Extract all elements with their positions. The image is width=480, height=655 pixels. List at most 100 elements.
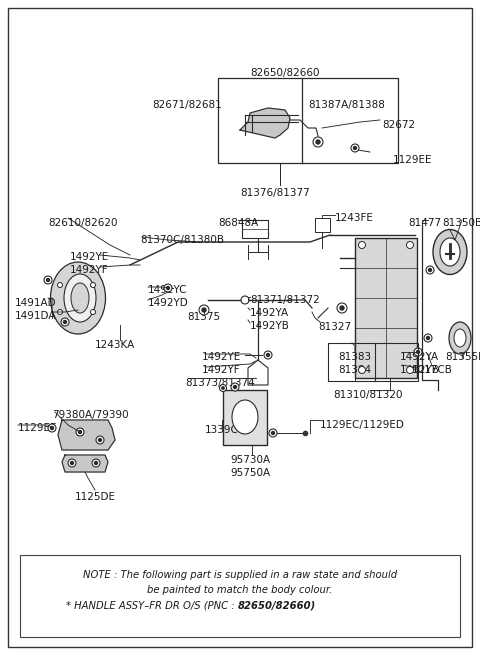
Circle shape [340, 306, 344, 310]
Circle shape [199, 305, 209, 315]
Text: 1339CC: 1339CC [204, 425, 246, 435]
Ellipse shape [454, 329, 466, 347]
Text: 1492YC: 1492YC [148, 285, 188, 295]
Bar [20, 555, 460, 637]
Circle shape [264, 351, 272, 359]
Circle shape [219, 384, 227, 392]
Circle shape [91, 282, 96, 288]
Circle shape [266, 354, 269, 356]
Circle shape [71, 462, 73, 464]
Circle shape [47, 278, 49, 282]
Circle shape [92, 459, 100, 467]
Text: 1492YA: 1492YA [400, 352, 439, 362]
Text: 1125DE: 1125DE [74, 492, 116, 502]
Circle shape [426, 266, 434, 274]
Circle shape [407, 242, 413, 248]
Polygon shape [62, 455, 108, 472]
Text: 82650/82660: 82650/82660 [250, 68, 320, 78]
Polygon shape [58, 420, 115, 450]
Text: 1492YF: 1492YF [70, 265, 108, 275]
Circle shape [48, 424, 56, 432]
Bar [223, 390, 267, 445]
Text: 1243KA: 1243KA [95, 340, 135, 350]
Text: 81383: 81383 [338, 352, 372, 362]
Text: 1243FE: 1243FE [335, 213, 374, 223]
Circle shape [50, 426, 53, 430]
Circle shape [272, 432, 275, 434]
Ellipse shape [232, 400, 258, 434]
Circle shape [417, 350, 420, 354]
Circle shape [44, 276, 52, 284]
Text: 81375: 81375 [187, 312, 221, 322]
Text: 86848A: 86848A [218, 218, 258, 228]
Circle shape [424, 334, 432, 342]
Polygon shape [240, 108, 290, 138]
Text: 81370C/81380B: 81370C/81380B [140, 235, 224, 245]
Text: 81387A/81388: 81387A/81388 [308, 100, 385, 110]
Bar [355, 238, 417, 378]
Text: 81371/81372: 81371/81372 [250, 295, 320, 305]
Text: 1491DA: 1491DA [15, 311, 57, 321]
Text: 82671/82681: 82671/82681 [152, 100, 222, 110]
Text: 1129EE: 1129EE [18, 423, 58, 433]
Circle shape [231, 383, 239, 391]
Circle shape [91, 310, 96, 314]
Circle shape [164, 284, 172, 292]
Text: 81350B: 81350B [442, 218, 480, 228]
Text: 1491AD: 1491AD [15, 298, 57, 308]
Text: 81384: 81384 [338, 365, 372, 375]
Text: 95750A: 95750A [230, 468, 270, 478]
Circle shape [313, 137, 323, 147]
Circle shape [63, 320, 67, 324]
Text: be painted to match the body colour.: be painted to match the body colour. [147, 585, 333, 595]
Ellipse shape [64, 274, 96, 322]
Ellipse shape [50, 262, 106, 334]
Circle shape [79, 430, 82, 434]
Text: 1017CB: 1017CB [411, 365, 453, 375]
Circle shape [95, 462, 97, 464]
Text: 82650/82660): 82650/82660) [238, 600, 316, 610]
Text: 1129EC/1129ED: 1129EC/1129ED [320, 420, 405, 430]
Text: 95730A: 95730A [230, 455, 270, 465]
Circle shape [68, 459, 76, 467]
Circle shape [353, 147, 357, 149]
Text: 1492YF: 1492YF [202, 365, 240, 375]
Text: 82610/82620: 82610/82620 [48, 218, 118, 228]
Text: 1492YB: 1492YB [250, 321, 290, 331]
Text: 1129EE: 1129EE [393, 155, 432, 165]
Circle shape [359, 242, 365, 248]
Bar [328, 343, 418, 381]
Text: 1492YE: 1492YE [70, 252, 109, 262]
Text: * HANDLE ASSY–FR DR O/S (PNC :: * HANDLE ASSY–FR DR O/S (PNC : [66, 600, 238, 610]
Circle shape [414, 348, 422, 356]
Circle shape [337, 303, 347, 313]
Circle shape [269, 429, 277, 437]
Ellipse shape [71, 283, 89, 313]
Circle shape [202, 308, 206, 312]
Circle shape [427, 337, 430, 339]
Text: 82672: 82672 [382, 120, 415, 130]
Text: 81310/81320: 81310/81320 [333, 390, 403, 400]
Text: 1492YB: 1492YB [400, 365, 440, 375]
Circle shape [58, 282, 62, 288]
Text: 81376/81377: 81376/81377 [240, 188, 310, 198]
Text: 1492YA: 1492YA [250, 308, 289, 318]
Bar [218, 78, 398, 163]
Circle shape [96, 436, 104, 444]
Circle shape [241, 296, 249, 304]
Text: NOTE : The following part is supplied in a raw state and should: NOTE : The following part is supplied in… [83, 570, 397, 580]
Text: 81327: 81327 [318, 322, 351, 332]
Circle shape [58, 310, 62, 314]
Text: 81373/81374: 81373/81374 [185, 378, 255, 388]
Text: 81477: 81477 [408, 218, 442, 228]
Circle shape [61, 318, 69, 326]
Circle shape [167, 286, 169, 290]
Circle shape [351, 144, 359, 152]
Ellipse shape [440, 238, 460, 266]
Circle shape [233, 386, 237, 388]
Circle shape [222, 387, 224, 389]
Text: 81355B: 81355B [445, 352, 480, 362]
Circle shape [407, 367, 413, 373]
Circle shape [76, 428, 84, 436]
Circle shape [98, 438, 101, 441]
